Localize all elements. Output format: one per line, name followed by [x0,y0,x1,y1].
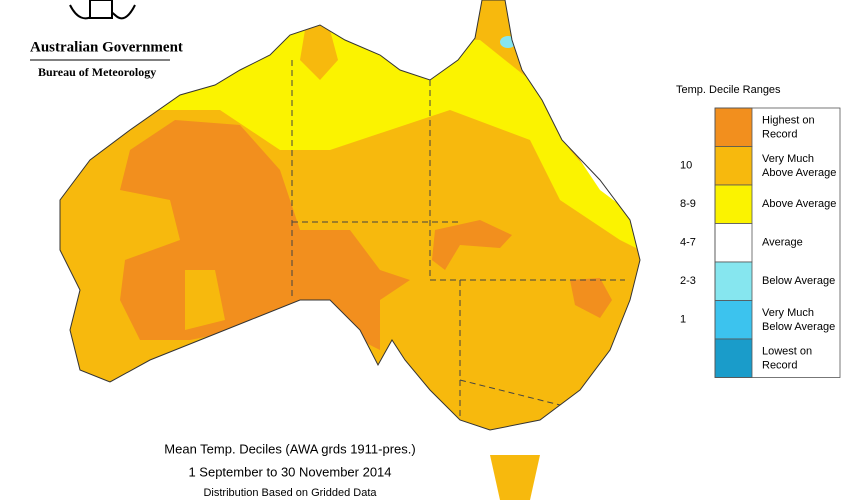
caption-note: Distribution Based on Gridded Data [203,487,377,499]
region [185,270,225,330]
caption-period: 1 September to 30 November 2014 [188,464,391,479]
legend-label: Very Much Below Average [762,307,835,333]
legend-swatch [714,107,753,147]
bureau-name: Bureau of Meteorology [38,65,156,79]
crest [69,0,136,20]
legend-range: 2-3 [680,275,696,287]
legend-label: Below Average [762,275,835,287]
legend-label: Very Much Above Average [762,153,836,179]
legend-label: Highest on Record [762,114,815,140]
legend-label: Above Average [762,198,836,210]
legend-swatch [714,338,753,378]
region [300,30,338,80]
legend-swatch [714,146,753,186]
legend: Highest on Record Very Much Above Average 10… [680,107,841,378]
legend-label: Average [762,237,803,249]
caption-title: Mean Temp. Deciles (AWA grds 1911-pres.) [164,441,415,456]
agency-name: Australian Government [30,39,183,55]
legend-swatch [714,261,753,301]
region [570,278,612,318]
legend-range: 8-9 [680,198,696,210]
region [150,30,640,250]
legend-swatch [714,184,753,224]
legend-range: 4-7 [680,237,696,249]
legend-range: 10 [680,160,692,172]
legend-swatch [714,223,753,263]
region [432,220,512,270]
legend-label: Lowest on Record [762,345,812,371]
legend-frame [714,107,841,378]
region [490,455,540,500]
legend-swatch [714,300,753,340]
state-borders [291,60,625,420]
legend-title: Temp. Decile Ranges [676,84,781,96]
legend-range: 1 [680,314,686,326]
